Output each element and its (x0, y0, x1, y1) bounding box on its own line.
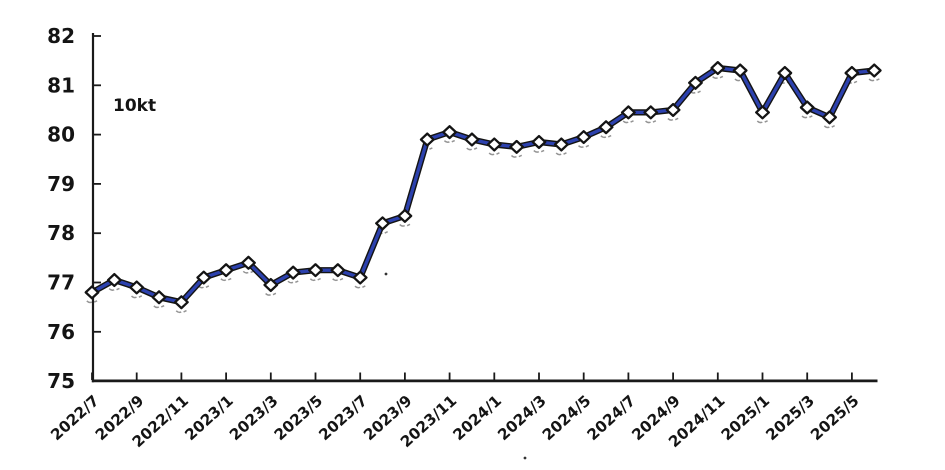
marker-ghost (108, 287, 120, 291)
marker-ghost (645, 120, 657, 124)
marker-ghost (153, 305, 165, 309)
data-point-marker (531, 134, 547, 150)
marker-ghost (756, 120, 768, 124)
marker-ghost (712, 75, 724, 79)
marker-ghost (600, 134, 612, 139)
data-point-marker (196, 270, 212, 285)
marker-ghost (220, 277, 232, 282)
marker-ghost (287, 280, 299, 284)
marker-ghost (242, 270, 254, 274)
scan-artifact-dot (384, 272, 388, 276)
data-point-marker (509, 139, 525, 154)
y-tick-label: 78 (47, 221, 75, 245)
marker-ghost (265, 292, 277, 296)
data-point-marker (285, 265, 301, 280)
data-point-marker (375, 216, 390, 231)
marker-ghost (823, 125, 835, 129)
marker-ghost (622, 120, 634, 124)
data-point-marker (844, 65, 860, 81)
x-tick-label: 2025/5 (807, 392, 862, 444)
y-tick-label: 75 (47, 369, 75, 393)
data-point-marker (755, 105, 770, 120)
data-point-marker (866, 63, 882, 78)
data-point-marker (84, 285, 100, 300)
marker-ghost (86, 300, 98, 304)
y-tick-label: 82 (47, 24, 75, 48)
x-tick-label: 2024/3 (494, 392, 549, 444)
data-point-marker (397, 208, 413, 223)
marker-ghost (868, 78, 880, 82)
marker-ghost (533, 149, 545, 153)
data-point-marker (620, 105, 636, 120)
marker-ghost (466, 147, 478, 151)
data-point-marker (308, 263, 323, 278)
x-tick-label: 2024/1 (450, 392, 505, 444)
marker-ghost (309, 277, 321, 282)
data-point-marker (151, 290, 167, 305)
marker-ghost (667, 117, 679, 121)
marker-ghost (577, 144, 590, 148)
data-point-marker (218, 263, 234, 278)
x-tick-label: 2023/3 (226, 392, 281, 444)
marker-ghost (130, 295, 143, 299)
marker-ghost (443, 139, 456, 144)
data-point-marker (241, 255, 256, 270)
data-point-marker (464, 132, 480, 147)
data-point-marker (777, 65, 793, 81)
data-point-marker (129, 280, 145, 295)
data-point-marker (419, 132, 435, 147)
x-tick-label: 2025/1 (718, 392, 773, 444)
series-line (90, 66, 876, 304)
marker-ghost (510, 154, 523, 158)
x-tick-label: 2022/7 (47, 392, 102, 444)
y-tick-label: 79 (47, 172, 75, 196)
data-point-marker (576, 130, 592, 145)
y-tick-label: 81 (47, 73, 75, 97)
marker-ghost (332, 277, 344, 282)
x-tick-label: 2023/7 (315, 392, 370, 444)
data-point-marker (598, 120, 614, 135)
scan-artifact-dot (523, 456, 527, 460)
data-point-marker (799, 100, 815, 115)
y-tick-label: 77 (47, 271, 75, 295)
unit-label: 10kt (113, 96, 157, 116)
data-point-marker (710, 60, 726, 76)
data-point-marker (643, 105, 659, 120)
data-point-marker (106, 272, 122, 288)
marker-ghost (175, 309, 187, 314)
x-tick-label: 2024/5 (539, 392, 594, 444)
data-point-marker (732, 63, 748, 78)
data-point-marker (688, 75, 703, 90)
y-tick-label: 80 (47, 123, 75, 147)
marker-ghost (488, 152, 500, 156)
data-point-marker (352, 270, 368, 285)
marker-ghost (354, 285, 366, 289)
data-point-marker (553, 137, 569, 152)
x-tick-label: 2023/5 (271, 392, 326, 444)
marker-ghost (555, 152, 567, 156)
x-tick-label: 2024/7 (584, 392, 639, 444)
data-point-marker (263, 277, 279, 293)
x-tick-label: 2025/3 (762, 392, 817, 444)
data-point-marker (822, 110, 837, 125)
data-point-marker (330, 263, 346, 278)
marker-ghost (801, 115, 813, 119)
y-tick-label: 76 (47, 320, 75, 344)
data-point-marker (442, 125, 458, 140)
marker-ghost (399, 223, 411, 227)
data-point-marker (173, 295, 189, 310)
data-point-marker (665, 102, 681, 117)
data-point-marker (486, 137, 502, 152)
x-tick-label: 2023/1 (181, 392, 236, 444)
